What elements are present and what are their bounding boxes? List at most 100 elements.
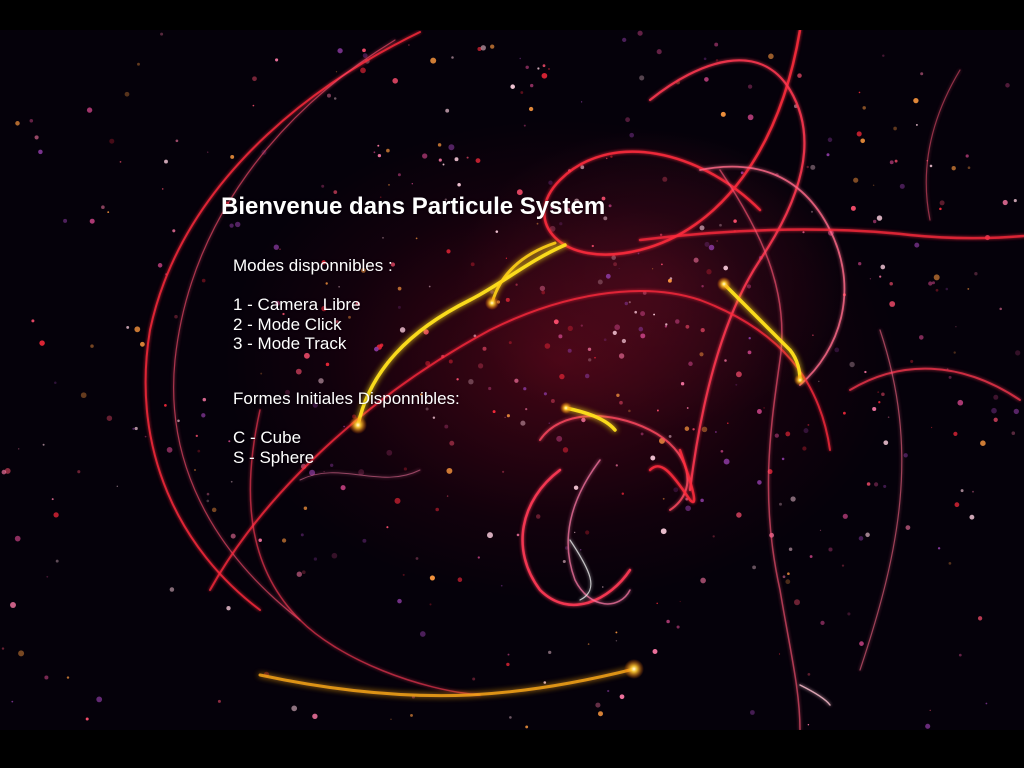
particle-dot (397, 286, 402, 291)
particle-dot (905, 525, 911, 530)
particle-dot (388, 184, 390, 186)
particle-dot (656, 602, 658, 605)
particle-dot (878, 401, 881, 404)
particle-dot (337, 48, 343, 54)
particle-dot (827, 137, 833, 143)
particle-dot (477, 363, 484, 369)
particle-dot (747, 114, 754, 121)
particle-dot (747, 350, 752, 355)
particle-dot (802, 231, 805, 234)
particle-dot (382, 236, 384, 239)
particle-dot (358, 469, 365, 476)
particle-dot (715, 59, 719, 62)
particle-dot (472, 677, 476, 681)
particle-dot (559, 373, 565, 380)
particle-dot (614, 324, 621, 331)
particle-dot (639, 75, 645, 81)
particle-dot (525, 65, 529, 70)
particle-dot (109, 138, 115, 144)
particle-dot (260, 372, 263, 375)
particle-dot (685, 505, 691, 512)
particle-dot (750, 710, 755, 715)
particle-dot (201, 278, 206, 283)
particle-dot (34, 135, 39, 140)
particle-dot (719, 223, 722, 227)
particle-dot (490, 44, 495, 49)
particle-dot (206, 499, 210, 503)
particle-dot (999, 307, 1002, 311)
particle-dot (46, 575, 49, 578)
particle-dot (756, 409, 762, 414)
particle-dot (330, 463, 334, 467)
particle-dot (457, 577, 463, 582)
particle-dot (977, 616, 983, 621)
particle-dot (797, 73, 802, 78)
particle-dot (174, 314, 178, 319)
particle-dot (520, 420, 526, 426)
particle-dot (621, 338, 627, 344)
particle-dot (660, 528, 667, 535)
particle-dot (716, 240, 718, 242)
particle-dot (402, 573, 405, 576)
particle-dot (693, 257, 699, 263)
particle-dot (899, 183, 905, 189)
particle-dot (362, 48, 366, 53)
particle-dot (736, 512, 742, 518)
particle-dot (700, 577, 706, 584)
particle-dot (652, 649, 658, 654)
particle-dot (594, 356, 596, 359)
particle-dot (217, 699, 221, 703)
particle-dot (523, 387, 527, 391)
particle-dot (425, 407, 429, 411)
particle-dot (392, 78, 399, 84)
particle-dot (1015, 350, 1021, 356)
particle-dot (495, 230, 499, 233)
particle-dot (492, 410, 496, 414)
particle-emitters (349, 277, 806, 679)
particle-dot (502, 470, 505, 473)
particle-dot (548, 422, 551, 425)
particle-dot (757, 480, 762, 485)
particle-dot (230, 533, 236, 539)
particle-dot (300, 533, 304, 537)
particle-dot (1011, 431, 1016, 435)
particle-dot (685, 324, 690, 329)
particle-dot (809, 555, 813, 558)
particle-dot (807, 723, 810, 726)
particle-dot (588, 358, 592, 362)
particle-dot (872, 184, 875, 186)
particle-dot (618, 267, 620, 270)
particle-dot (53, 512, 59, 518)
particle-dot (913, 97, 919, 104)
particle-dot (684, 426, 690, 431)
particle-dot (748, 337, 751, 340)
particle-dot (390, 718, 392, 720)
particle-dot (692, 428, 695, 431)
particle-dot (285, 389, 290, 395)
particle-dot (686, 407, 689, 409)
particle-dot (169, 587, 175, 592)
particle-dot (258, 538, 262, 543)
particle-dot (444, 198, 447, 201)
particle-dot (457, 182, 461, 187)
particle-scene-canvas[interactable] (0, 30, 1024, 730)
particle-dot (477, 556, 480, 559)
particle-dot (858, 262, 862, 266)
particle-dot (482, 346, 487, 351)
particle-dot (882, 54, 885, 57)
particle-dot (448, 359, 453, 364)
particle-dot (653, 313, 656, 316)
particle-dot (615, 631, 618, 634)
particle-dot (425, 360, 431, 366)
particle-dot (309, 469, 316, 476)
particle-dot (781, 457, 785, 461)
particle-dot (312, 402, 318, 408)
particle-dot (296, 571, 302, 577)
particle-dot (675, 319, 680, 324)
particle-dot (525, 408, 528, 411)
particle-dot (919, 335, 924, 340)
particle-dot (615, 464, 618, 467)
particle-dot (785, 579, 791, 585)
particle-dot (537, 67, 540, 70)
particle-dot (650, 455, 656, 461)
